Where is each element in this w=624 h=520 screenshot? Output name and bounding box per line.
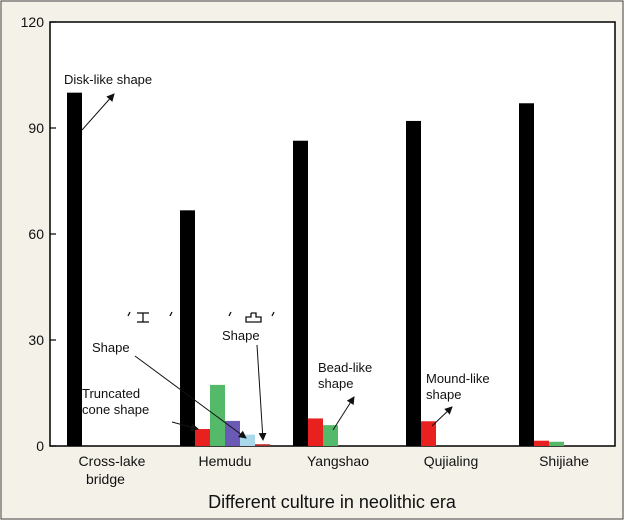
symbol-shape-ii (228, 311, 275, 323)
y-tick-label: 60 (28, 226, 44, 242)
bar (180, 210, 195, 446)
bar (225, 420, 240, 446)
y-tick-label: 90 (28, 120, 44, 136)
annotation-truncated-line2: cone shape (82, 402, 149, 417)
x-tick-label: Cross-lake (79, 453, 146, 469)
annotation-bead-line1: Bead-like (318, 360, 372, 375)
x-tick-label: Shijiahe (539, 453, 589, 469)
bar (421, 421, 436, 446)
y-tick-label: 30 (28, 332, 44, 348)
annotations: Disk-like shape Shape Shape Truncated co… (64, 72, 490, 441)
x-tick-label: Yangshao (307, 453, 369, 469)
annotation-disk-like: Disk-like shape (64, 72, 152, 87)
x-tick-label: Qujialing (424, 453, 478, 469)
annotation-mound-line1: Mound-like (426, 371, 490, 386)
bar (549, 441, 564, 446)
bar (308, 418, 323, 446)
arrow-shape-right (256, 344, 267, 441)
bar (240, 434, 255, 446)
annotation-truncated-line1: Truncated (82, 386, 140, 401)
bar (255, 444, 270, 446)
arrow-bead (332, 396, 355, 431)
y-tick-label: 120 (21, 14, 45, 30)
bar (323, 425, 338, 446)
arrow-truncated (171, 421, 199, 432)
bar (293, 140, 308, 446)
annotation-bead-line2: shape (318, 376, 353, 391)
bar (195, 429, 210, 446)
arrow-mound (431, 406, 453, 427)
bars (67, 92, 564, 447)
annotation-mound-line2: shape (426, 387, 461, 402)
arrow-disk-like (81, 93, 115, 131)
annotation-shape-right: Shape (222, 328, 260, 343)
bar (67, 92, 82, 447)
x-tick-label-line2: bridge (86, 471, 125, 487)
y-axis: 0 30 60 90 120 (21, 14, 56, 454)
x-axis: Cross-lake bridge Hemudu Yangshao Qujialing S… (79, 453, 590, 487)
bar (406, 120, 421, 446)
y-tick-label: 0 (36, 438, 44, 454)
annotation-shape-left: Shape (92, 340, 130, 355)
bar (210, 384, 225, 446)
bar (519, 103, 534, 447)
x-tick-label: Hemudu (199, 453, 252, 469)
symbol-shape-i (127, 311, 173, 323)
x-axis-title: Different culture in neolithic era (208, 492, 457, 512)
bar (534, 440, 549, 446)
arrow-shape-left (134, 355, 247, 439)
